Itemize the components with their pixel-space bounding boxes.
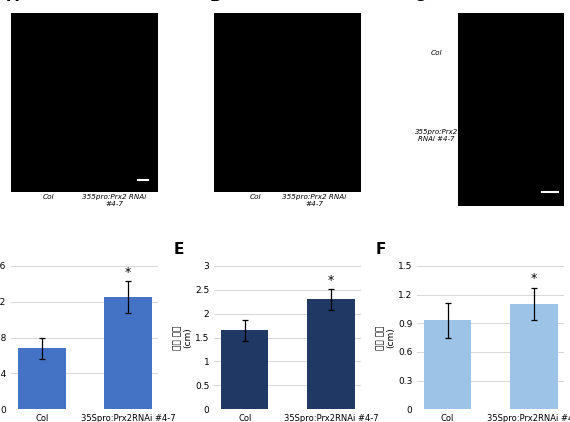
- Bar: [221, 330, 268, 409]
- Bar: [307, 299, 355, 409]
- Bar: [510, 304, 557, 409]
- Text: 355pro:Prx2 RNAi
#4-7: 355pro:Prx2 RNAi #4-7: [82, 194, 146, 207]
- Bar: [11, 13, 158, 192]
- Text: Col: Col: [42, 194, 54, 200]
- Text: E: E: [173, 242, 184, 257]
- Bar: [104, 297, 152, 409]
- Text: F: F: [376, 242, 386, 257]
- Text: B: B: [210, 0, 222, 4]
- Text: 355pro:Prx2
RNAi #4-7: 355pro:Prx2 RNAi #4-7: [415, 129, 458, 142]
- Text: Col: Col: [430, 50, 442, 56]
- Text: C: C: [413, 0, 424, 4]
- Bar: [424, 320, 471, 409]
- Text: Col: Col: [250, 194, 261, 200]
- Text: *: *: [531, 272, 537, 285]
- Bar: [458, 13, 564, 206]
- Text: 355pro:Prx2 RNAi
#4-7: 355pro:Prx2 RNAi #4-7: [282, 194, 347, 207]
- Y-axis label: 엽장 길이
(cm): 엽장 길이 (cm): [173, 325, 192, 350]
- Bar: [214, 13, 361, 192]
- Bar: [18, 348, 66, 409]
- Text: *: *: [328, 274, 334, 287]
- Text: A: A: [7, 0, 19, 4]
- Y-axis label: 엽폭 길이
(cm): 엽폭 길이 (cm): [376, 325, 395, 350]
- Text: *: *: [125, 266, 131, 279]
